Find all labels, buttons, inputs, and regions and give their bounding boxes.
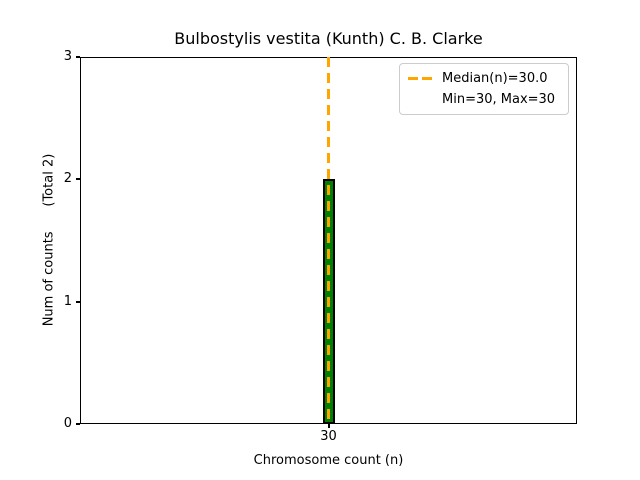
y-tick-label: 2 <box>63 171 72 187</box>
legend-swatch-empty <box>408 98 432 101</box>
legend-entry-median: Median(n)=30.0 <box>408 68 560 89</box>
x-axis-label: Chromosome count (n) <box>253 453 404 468</box>
median-dashed-line-swatch <box>408 77 432 80</box>
legend-label-minmax: Min=30, Max=30 <box>442 92 556 107</box>
x-tick-label: 30 <box>320 429 337 444</box>
y-tick-mark <box>76 56 80 58</box>
y-tick-mark <box>76 300 80 303</box>
chart-title: Bulbostylis vestita (Kunth) C. B. Clarke <box>174 29 483 48</box>
y-tick-label: 3 <box>63 49 72 65</box>
legend: Median(n)=30.0 Min=30, Max=30 <box>399 63 569 115</box>
y-tick-label: 0 <box>63 416 72 432</box>
legend-entry-minmax: Min=30, Max=30 <box>408 89 560 110</box>
legend-label-median: Median(n)=30.0 <box>442 71 548 86</box>
median-line <box>327 57 330 424</box>
y-tick-mark <box>76 178 80 181</box>
y-tick-label: 1 <box>63 293 72 309</box>
x-tick-mark <box>327 424 330 428</box>
y-tick-mark <box>76 423 80 425</box>
